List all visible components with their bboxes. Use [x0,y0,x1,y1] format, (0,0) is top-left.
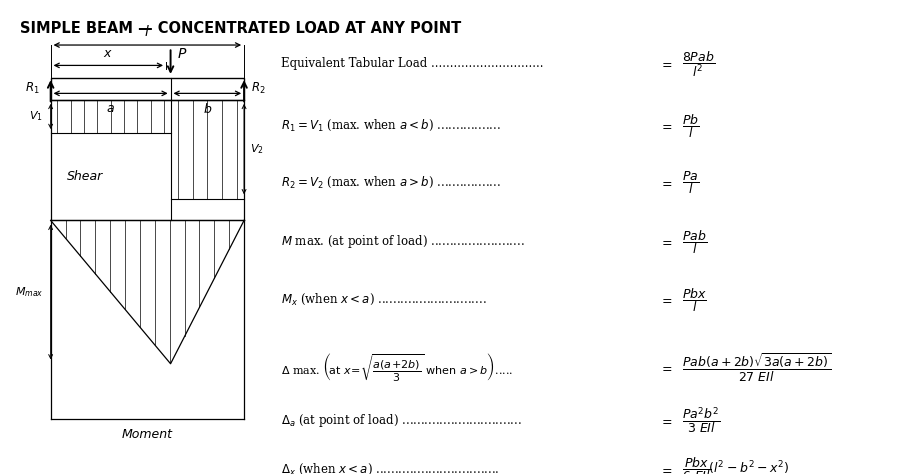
Text: $M_{max}$: $M_{max}$ [15,285,43,299]
Text: $R_1$: $R_1$ [25,81,40,96]
Text: $\Delta_x$ (when $x < a$) .................................: $\Delta_x$ (when $x < a$) ..............… [281,462,499,474]
Text: Shear: Shear [67,170,103,183]
Text: Equivalent Tabular Load ..............................: Equivalent Tabular Load ................… [281,57,543,71]
Text: SIMPLE BEAM — CONCENTRATED LOAD AT ANY POINT: SIMPLE BEAM — CONCENTRATED LOAD AT ANY P… [20,21,461,36]
Text: $\Delta_a$ (at point of load) ................................: $\Delta_a$ (at point of load) ..........… [281,412,522,429]
Text: $R_2 = V_2$ (max. when $a > b$) .................: $R_2 = V_2$ (max. when $a > b$) ........… [281,175,501,190]
Text: $\Delta$ max. $\left(\!\mathrm{at}\ x\!=\!\sqrt{\dfrac{a(a\!+\!2b)}{3}}\ \mathrm: $\Delta$ max. $\left(\!\mathrm{at}\ x\!=… [281,351,513,384]
Text: $=$: $=$ [659,414,672,428]
Text: $=$: $=$ [659,57,672,71]
Text: $a$: $a$ [106,102,115,115]
Text: $\dfrac{Pb}{l}$: $\dfrac{Pb}{l}$ [682,112,699,139]
Text: $\dfrac{Pab(a+2b)\sqrt{3a(a+2b)}}{27\ EIl}$: $\dfrac{Pab(a+2b)\sqrt{3a(a+2b)}}{27\ EI… [682,351,831,383]
Text: $\dfrac{Pa^2b^2}{3\ EIl}$: $\dfrac{Pa^2b^2}{3\ EIl}$ [682,406,720,436]
Text: $\dfrac{Pa}{l}$: $\dfrac{Pa}{l}$ [682,169,699,196]
Text: $\dfrac{Pbx}{l}$: $\dfrac{Pbx}{l}$ [682,286,706,313]
Text: $=$: $=$ [659,361,672,374]
Text: $=$: $=$ [659,119,672,132]
Text: $=$: $=$ [659,235,672,248]
Text: $\dfrac{Pbx}{6\ EIl}\!\left(l^2-b^2-x^2\right)$: $\dfrac{Pbx}{6\ EIl}\!\left(l^2-b^2-x^2\… [682,456,788,474]
Text: $R_1 = V_1$ (max. when $a < b$) .................: $R_1 = V_1$ (max. when $a < b$) ........… [281,118,501,133]
Text: Moment: Moment [122,428,173,441]
Text: $M$ max. (at point of load) .........................: $M$ max. (at point of load) ............… [281,233,525,250]
Text: $\dfrac{Pab}{l}$: $\dfrac{Pab}{l}$ [682,228,706,255]
Text: $V_1$: $V_1$ [29,109,43,123]
Text: $l$: $l$ [145,24,150,39]
Text: $M_x$ (when $x < a$) .............................: $M_x$ (when $x < a$) ...................… [281,292,486,307]
Text: $=$: $=$ [659,293,672,306]
Text: $V_2$: $V_2$ [250,142,263,156]
Text: $\dfrac{8Pab}{l^2}$: $\dfrac{8Pab}{l^2}$ [682,49,715,79]
Text: $b$: $b$ [203,102,212,116]
Text: $P$: $P$ [177,46,187,61]
Text: $R_2$: $R_2$ [251,81,266,96]
Text: $=$: $=$ [659,176,672,189]
Text: $=$: $=$ [659,463,672,474]
Bar [51,78,244,100]
Text: $x$: $x$ [103,47,113,60]
